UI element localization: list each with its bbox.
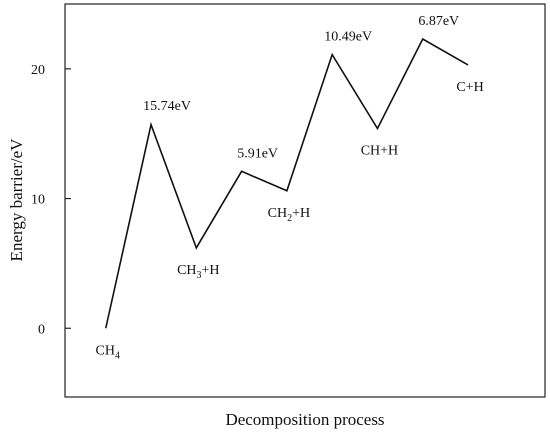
species-label: CH3+H bbox=[177, 263, 219, 281]
y-tick-label: 0 bbox=[38, 322, 45, 337]
y-tick-label: 20 bbox=[31, 63, 45, 78]
species-subscript: 3 bbox=[197, 270, 202, 281]
species-suffix: +H bbox=[292, 206, 310, 221]
species-label: CH4 bbox=[96, 343, 120, 361]
y-tick-label: 10 bbox=[31, 193, 45, 208]
energy-value-label: 5.91eV bbox=[237, 146, 278, 161]
species-main: C+H bbox=[456, 80, 483, 95]
species-main: CH bbox=[177, 263, 196, 278]
species-main: CH bbox=[96, 343, 115, 358]
y-axis-ticks: 0 10 20 bbox=[31, 63, 71, 337]
species-suffix: +H bbox=[202, 263, 220, 278]
energy-path-line bbox=[104, 37, 469, 329]
energy-value-label: 10.49eV bbox=[324, 30, 372, 45]
species-main: CH+H bbox=[361, 144, 398, 159]
species-label: CH2+H bbox=[268, 206, 310, 224]
species-subscript: 4 bbox=[115, 350, 120, 361]
energy-value-label: 15.74eV bbox=[143, 99, 191, 114]
series-layer bbox=[104, 37, 469, 329]
species-subscript: 2 bbox=[287, 213, 292, 224]
y-axis-title: Energy barrier/eV bbox=[7, 138, 26, 262]
species-label: C+H bbox=[456, 80, 483, 95]
annotation-layer: 15.74eV5.91eV10.49eV6.87eVCH4CH3+HCH2+HC… bbox=[96, 14, 484, 361]
species-main: CH bbox=[268, 206, 287, 221]
energy-value-label: 6.87eV bbox=[418, 14, 459, 29]
plot-frame bbox=[64, 3, 546, 398]
x-axis-title: Decomposition process bbox=[225, 410, 384, 429]
species-label: CH+H bbox=[361, 144, 398, 159]
